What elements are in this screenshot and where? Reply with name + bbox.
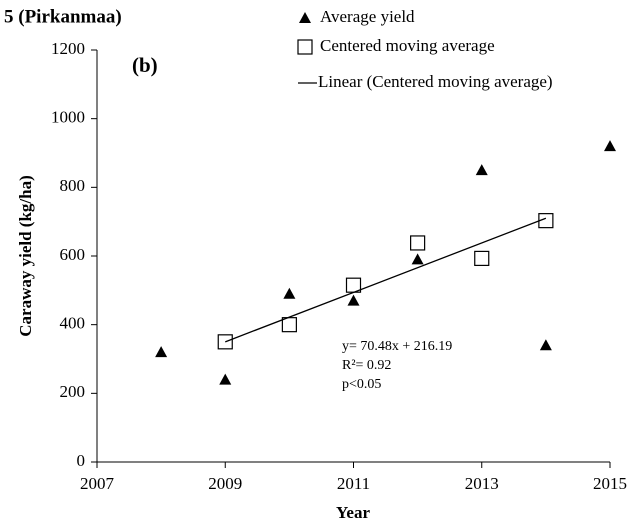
panel-label: (b)	[132, 53, 158, 77]
x-tick-label: 2009	[208, 474, 242, 493]
y-tick-label: 200	[60, 382, 86, 401]
annotation: p<0.05	[342, 377, 381, 392]
point	[219, 373, 232, 385]
y-tick-label: 600	[60, 245, 86, 264]
x-tick-label: 2013	[465, 474, 499, 493]
legend-swatch	[299, 12, 311, 23]
x-tick-label: 2011	[337, 474, 370, 493]
annotation: y= 70.48x + 216.19	[342, 339, 452, 354]
legend-label: Average yield	[320, 7, 415, 26]
y-tick-label: 0	[77, 451, 86, 470]
point	[475, 164, 488, 176]
annotation: R²= 0.92	[342, 358, 391, 373]
legend-label: Linear (Centered moving average)	[318, 72, 553, 91]
point	[539, 339, 552, 351]
y-tick-label: 800	[60, 176, 86, 195]
point	[474, 250, 490, 267]
point	[411, 253, 424, 265]
chart-title: 5 (Pirkanmaa)	[4, 6, 122, 27]
point	[155, 346, 168, 358]
point	[283, 287, 296, 299]
legend-swatch	[297, 39, 313, 55]
legend-label: Centered moving average	[320, 36, 495, 55]
y-tick-label: 1000	[51, 108, 85, 127]
trend-line	[225, 217, 547, 343]
point	[347, 294, 360, 306]
x-tick-label: 2007	[80, 474, 115, 493]
x-axis-label: Year	[336, 503, 370, 522]
y-tick-label: 400	[60, 314, 86, 333]
point	[604, 140, 616, 152]
point	[281, 317, 297, 333]
y-tick-label: 1200	[51, 39, 85, 58]
x-tick-label: 2015	[593, 474, 627, 493]
y-axis-label: Caraway yield (kg/ha)	[16, 175, 35, 337]
point	[410, 235, 426, 251]
